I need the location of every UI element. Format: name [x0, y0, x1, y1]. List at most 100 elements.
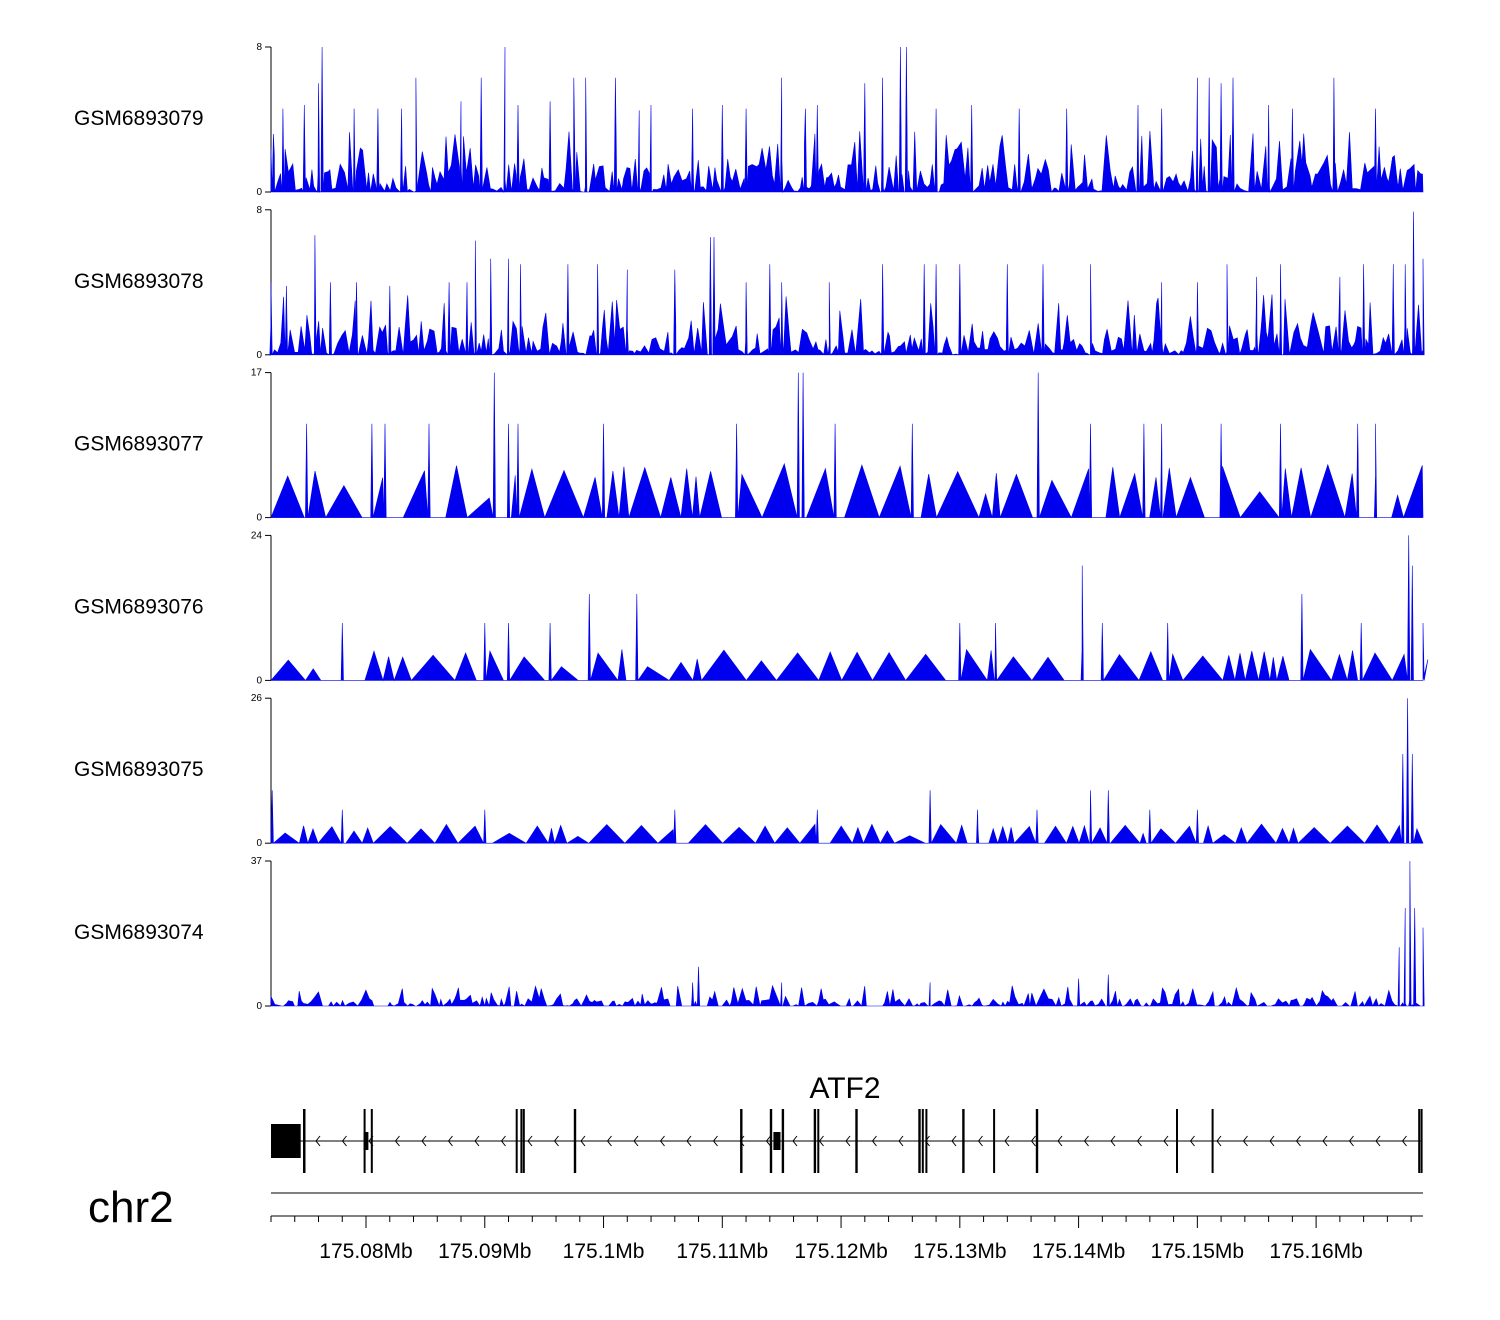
- axis-tick-label: 175.16Mb: [1269, 1240, 1362, 1263]
- gene-exon: [817, 1109, 820, 1173]
- strand-chevron: [712, 1135, 718, 1147]
- strand-chevron: [606, 1135, 612, 1147]
- gene-exon: [363, 1109, 366, 1173]
- strand-chevron: [315, 1135, 321, 1147]
- axis-tick-label: 175.1Mb: [563, 1240, 645, 1263]
- strand-chevron: [1242, 1135, 1248, 1147]
- ylim-max-label: 8: [256, 205, 262, 216]
- track-GSM6893079: GSM6893079 8 0: [74, 42, 1424, 198]
- strand-chevron: [659, 1135, 665, 1147]
- strand-chevron: [580, 1135, 586, 1147]
- gene-exon: [921, 1109, 924, 1173]
- axis-tick-label: 175.15Mb: [1151, 1240, 1244, 1263]
- strand-chevron: [1030, 1135, 1036, 1147]
- strand-chevron: [1057, 1135, 1063, 1147]
- strand-chevron: [977, 1135, 983, 1147]
- track-name-label: GSM6893076: [74, 595, 204, 618]
- gene-exon: [781, 1109, 785, 1173]
- ylim-min-label: 0: [256, 1001, 262, 1012]
- gene-exon: [773, 1132, 781, 1150]
- gene-exon: [1211, 1109, 1214, 1173]
- track-name-label: GSM6893074: [74, 921, 204, 944]
- strand-chevron: [1375, 1135, 1381, 1147]
- axis-tick-label: 175.13Mb: [913, 1240, 1006, 1263]
- gene-exon: [515, 1109, 518, 1173]
- strand-chevron: [1083, 1135, 1089, 1147]
- coverage-area-GSM6893078: [269, 211, 1425, 356]
- gene-exon: [925, 1109, 928, 1173]
- gene-exon: [303, 1109, 306, 1173]
- ylim-min-label: 0: [256, 675, 262, 686]
- axis-tick-label: 175.11Mb: [676, 1240, 768, 1263]
- strand-chevron: [447, 1135, 453, 1147]
- strand-chevron: [1295, 1135, 1301, 1147]
- strand-chevron: [633, 1135, 639, 1147]
- strand-chevron: [765, 1135, 771, 1147]
- ylim-min-label: 0: [256, 513, 262, 524]
- axis-tick-label: 175.08Mb: [319, 1240, 412, 1263]
- strand-chevron: [871, 1135, 877, 1147]
- coverage-area-GSM6893075: [270, 698, 1424, 845]
- gene-exon: [1035, 1109, 1039, 1173]
- gene-exon: [520, 1109, 523, 1173]
- gene-exon: [1176, 1109, 1178, 1173]
- strand-chevron: [1189, 1135, 1195, 1147]
- ylim-min-label: 0: [256, 838, 262, 849]
- ylim-max-label: 8: [256, 42, 262, 53]
- strand-chevron: [553, 1135, 559, 1147]
- strand-chevron: [686, 1135, 692, 1147]
- strand-chevron: [1401, 1135, 1407, 1147]
- strand-chevron: [1163, 1135, 1169, 1147]
- strand-chevron: [792, 1135, 798, 1147]
- strand-chevron: [818, 1135, 824, 1147]
- strand-chevron: [898, 1135, 904, 1147]
- strand-chevron: [1322, 1135, 1328, 1147]
- gene-exon: [855, 1109, 858, 1173]
- strand-chevron: [1269, 1135, 1275, 1147]
- coverage-tracks: GSM689307980GSM689307880GSM6893077170GSM…: [74, 42, 1429, 1012]
- track-name-label: GSM6893079: [74, 107, 204, 130]
- chromosome-label: chr2: [88, 1183, 174, 1232]
- gene-name-label: ATF2: [809, 1072, 880, 1105]
- gene-exon: [769, 1109, 773, 1173]
- track-GSM6893074: GSM6893074 37 0: [74, 856, 1425, 1012]
- coverage-area-GSM6893076: [270, 535, 1429, 682]
- track-GSM6893077: GSM6893077 17 0: [74, 368, 1424, 524]
- ylim-max-label: 37: [251, 856, 263, 867]
- coverage-area-GSM6893077: [270, 372, 1424, 519]
- strand-chevron: [527, 1135, 533, 1147]
- ylim-max-label: 24: [251, 530, 263, 541]
- gene-exon: [740, 1109, 743, 1173]
- ylim-min-label: 0: [256, 187, 262, 198]
- strand-chevron: [951, 1135, 957, 1147]
- gene-exon: [271, 1124, 301, 1158]
- gene-exon: [522, 1109, 525, 1173]
- track-name-label: GSM6893078: [74, 270, 204, 293]
- axis-tick-label: 175.09Mb: [438, 1240, 531, 1263]
- ylim-max-label: 17: [251, 368, 263, 379]
- axis-tick-label: 175.12Mb: [794, 1240, 887, 1263]
- strand-chevron: [341, 1135, 347, 1147]
- coverage-area-GSM6893074: [270, 860, 1425, 1008]
- track-name-label: GSM6893075: [74, 758, 204, 781]
- strand-chevron: [421, 1135, 427, 1147]
- gene-exon: [370, 1109, 373, 1173]
- track-GSM6893076: GSM6893076 24 0: [74, 530, 1429, 686]
- strand-chevron: [1348, 1135, 1354, 1147]
- strand-chevron: [845, 1135, 851, 1147]
- track-GSM6893075: GSM6893075 26 0: [74, 693, 1424, 849]
- genome-axis: chr2 175.08Mb 175.09Mb 175.1Mb 175.11Mb 175.…: [88, 1183, 1423, 1263]
- track-name-label: GSM6893077: [74, 433, 204, 456]
- strand-chevron: [1136, 1135, 1142, 1147]
- gene-exon: [962, 1109, 965, 1173]
- gene-exon: [363, 1132, 369, 1150]
- gene-exon: [573, 1109, 577, 1173]
- ylim-max-label: 26: [251, 693, 263, 704]
- gene-exon: [813, 1109, 817, 1173]
- coverage-area-GSM6893079: [270, 46, 1424, 194]
- ylim-min-label: 0: [256, 350, 262, 361]
- strand-chevron: [1004, 1135, 1010, 1147]
- gene-exon: [918, 1109, 921, 1173]
- strand-chevron: [739, 1135, 745, 1147]
